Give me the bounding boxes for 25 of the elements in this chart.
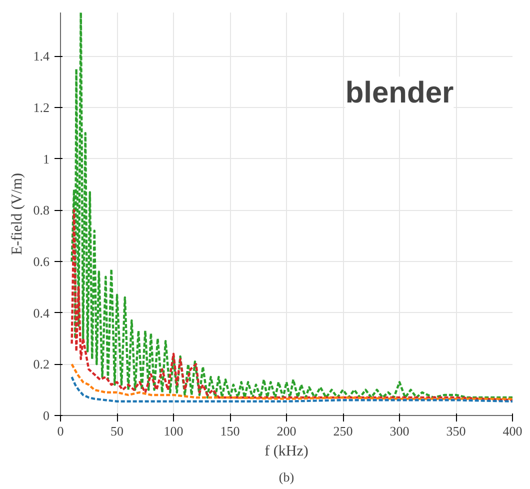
annotation: blender: [345, 76, 454, 110]
x-tick-label: 150: [220, 424, 240, 438]
y-tick-label: 1.4: [33, 48, 50, 64]
y-tick-label: 0.4: [33, 305, 50, 320]
x-tick-label: 250: [333, 424, 353, 438]
x-tick-label: 300: [390, 424, 410, 438]
line-series: [70, 376, 512, 402]
x-tick-label: 0: [57, 424, 64, 438]
line-series: [70, 12, 512, 399]
x-tick-label: 350: [446, 424, 466, 438]
x-tick-label: 100: [164, 424, 184, 438]
y-tick-label: 0: [43, 408, 50, 423]
y-tick-label: 1.2: [33, 100, 50, 115]
y-tick-label: 1: [43, 151, 50, 166]
x-tick-label: 50: [110, 424, 124, 438]
x-tick-label: 200: [276, 424, 296, 438]
text: (b): [278, 470, 294, 484]
line-series: [70, 363, 512, 400]
line-series: [70, 209, 512, 402]
x-axis-title: f (kHz): [264, 444, 308, 460]
y-tick-label: 0.2: [33, 356, 50, 372]
x-tick-label: 400: [502, 424, 522, 438]
y-tick-label: 0.8: [33, 202, 50, 218]
y-tick-label: 0.6: [33, 254, 50, 269]
y-axis-title: E-field (V/m): [9, 172, 26, 256]
